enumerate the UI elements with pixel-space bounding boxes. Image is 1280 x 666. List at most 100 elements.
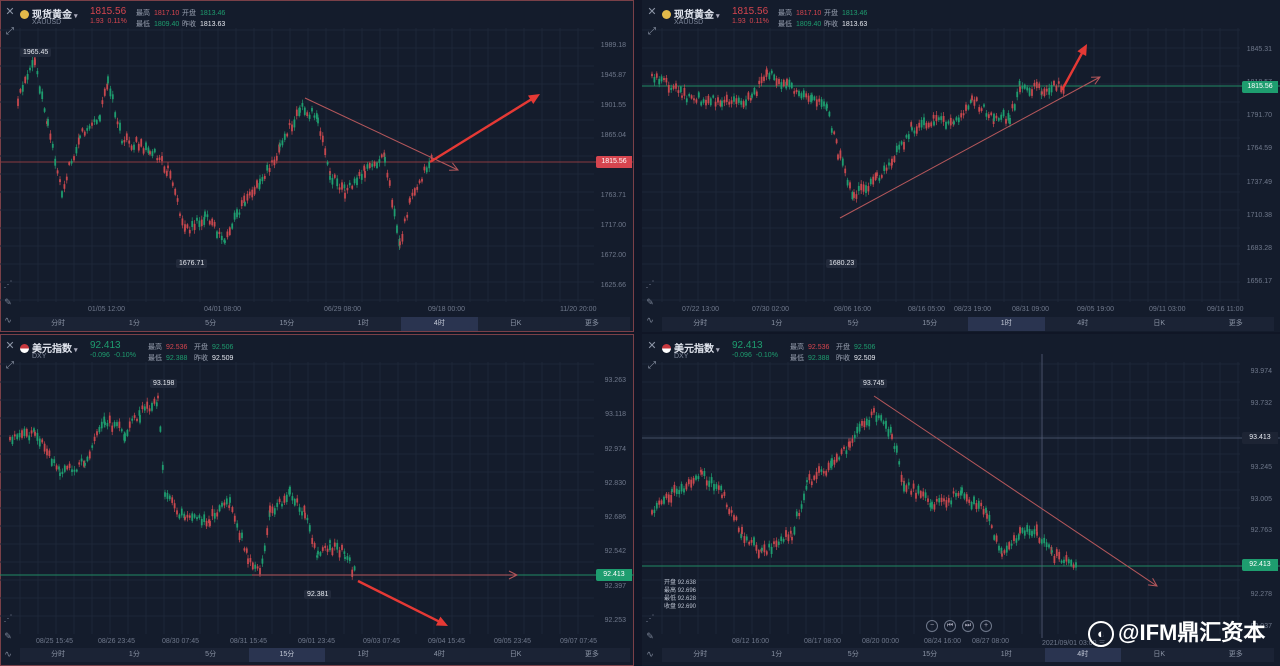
- indicator-icon[interactable]: ⋰: [645, 279, 655, 289]
- candle-body: [283, 495, 286, 503]
- candle-body: [742, 101, 745, 108]
- pencil-icon[interactable]: ✎: [4, 631, 12, 641]
- candlestick-chart[interactable]: [0, 334, 634, 666]
- timeframe-分时[interactable]: 分时: [693, 320, 708, 327]
- candle-body: [308, 525, 311, 532]
- candle-body: [924, 492, 927, 498]
- timeframe-1时[interactable]: 1时: [968, 317, 1045, 331]
- timeframe-更多[interactable]: 更多: [584, 651, 599, 658]
- timeframe-1时[interactable]: 1时: [357, 320, 369, 327]
- y-tick-label: 92.686: [604, 514, 626, 522]
- indicator-icon[interactable]: ⋰: [645, 613, 655, 623]
- high-label: 1965.45: [20, 48, 52, 57]
- pencil-icon[interactable]: ✎: [4, 297, 12, 307]
- timeframe-15分[interactable]: 15分: [922, 320, 938, 327]
- expand-icon[interactable]: ⤢: [648, 26, 656, 37]
- timeframe-更多[interactable]: 更多: [584, 320, 599, 327]
- trendline[interactable]: [304, 97, 459, 171]
- timeframe-1时[interactable]: 1时: [357, 651, 369, 658]
- trendline[interactable]: [839, 76, 1101, 219]
- candle-body: [671, 488, 673, 492]
- wave-icon[interactable]: ∿: [4, 649, 12, 659]
- expand-icon[interactable]: ⤢: [6, 360, 14, 371]
- pencil-icon[interactable]: ✎: [646, 631, 654, 641]
- candle-body: [733, 515, 735, 521]
- chart-panel-dxy-4h[interactable]: ✕ ⤢ 美元指数 ▾ DXY 92.413 -0.096 -0.10% 最高 92.…: [642, 334, 1280, 666]
- close-icon[interactable]: ✕: [5, 6, 15, 18]
- symbol-selector[interactable]: 美元指数 ▾: [662, 340, 720, 355]
- timeframe-日K[interactable]: 日K: [1153, 320, 1166, 327]
- timeframe-15分[interactable]: 15分: [922, 651, 938, 658]
- skip-forward-icon[interactable]: ⏭: [962, 620, 974, 632]
- close-icon[interactable]: ✕: [647, 6, 657, 18]
- timeframe-1分[interactable]: 1分: [771, 320, 783, 327]
- timeframe-4时[interactable]: 4时: [433, 651, 445, 658]
- candlestick-chart[interactable]: [642, 0, 1280, 332]
- candle-body: [931, 501, 933, 509]
- candle-body: [891, 434, 893, 439]
- open-value: 开盘 92.506: [836, 344, 876, 351]
- candle-body: [319, 131, 322, 136]
- chart-panel-gold-1h[interactable]: ✕ ⤢ 现货黄金 ▾ XAUUSD 1815.56 1.93 0.11% 最高 18…: [642, 0, 1280, 332]
- candle-body: [331, 548, 334, 556]
- expand-icon[interactable]: ⤢: [6, 26, 14, 37]
- candle-body: [93, 436, 96, 442]
- timeframe-1时[interactable]: 1时: [1000, 651, 1012, 658]
- candle-body: [862, 184, 865, 192]
- chart-panel-gold-4h[interactable]: ✕ ⤢ 现货黄金 ▾ XAUUSD 1815.56 1.93 0.11% 最高 18…: [0, 0, 634, 332]
- timeframe-1分[interactable]: 1分: [128, 320, 140, 327]
- timeframe-日K[interactable]: 日K: [1153, 651, 1166, 658]
- timeframe-更多[interactable]: 更多: [1228, 320, 1243, 327]
- timeframe-1分[interactable]: 1分: [128, 651, 140, 658]
- timeframe-15分[interactable]: 15分: [279, 320, 295, 327]
- timeframe-4时[interactable]: 4时: [401, 317, 478, 331]
- candle-body: [151, 151, 154, 157]
- timeframe-更多[interactable]: 更多: [1228, 651, 1243, 658]
- timeframe-分时[interactable]: 分时: [693, 651, 708, 658]
- timeframe-5分[interactable]: 5分: [847, 320, 859, 327]
- close-icon[interactable]: ✕: [5, 340, 15, 352]
- timeframe-分时[interactable]: 分时: [51, 320, 66, 327]
- candle-body: [1013, 104, 1016, 111]
- symbol-selector[interactable]: 美元指数 ▾: [20, 340, 78, 355]
- timeframe-分时[interactable]: 分时: [51, 651, 66, 658]
- timeframe-4时[interactable]: 4时: [1077, 320, 1089, 327]
- candle-body: [278, 144, 281, 153]
- zoom-out-icon[interactable]: −: [926, 620, 938, 632]
- indicator-icon[interactable]: ⋰: [3, 613, 13, 623]
- close-icon[interactable]: ✕: [647, 340, 657, 352]
- candle-body: [245, 548, 248, 553]
- timeframe-4时[interactable]: 4时: [1044, 648, 1121, 662]
- wave-icon[interactable]: ∿: [646, 649, 654, 659]
- candle-body: [903, 483, 905, 492]
- timeframe-5分[interactable]: 5分: [205, 651, 217, 658]
- candlestick-chart[interactable]: [0, 0, 634, 332]
- expand-icon[interactable]: ⤢: [648, 360, 656, 371]
- candle-body: [413, 188, 416, 196]
- wave-icon[interactable]: ∿: [646, 315, 654, 325]
- pencil-icon[interactable]: ✎: [646, 297, 654, 307]
- timeframe-15分[interactable]: 15分: [248, 648, 325, 662]
- zoom-in-icon[interactable]: +: [980, 620, 992, 632]
- trendline[interactable]: [873, 395, 1158, 587]
- indicator-icon[interactable]: ⋰: [3, 279, 13, 289]
- candle-body: [48, 450, 51, 457]
- chart-panel-dxy-15m[interactable]: ✕ ⤢ 美元指数 ▾ DXY 92.413 -0.096 -0.10% 最高 92.…: [0, 334, 634, 666]
- candle-body: [303, 107, 306, 115]
- wave-icon[interactable]: ∿: [4, 315, 12, 325]
- candle-body: [895, 445, 898, 453]
- timeframe-日K[interactable]: 日K: [509, 651, 522, 658]
- timeframe-日K[interactable]: 日K: [509, 320, 522, 327]
- symbol-selector[interactable]: 现货黄金 ▾: [662, 6, 720, 21]
- symbol-selector[interactable]: 现货黄金 ▾: [20, 6, 78, 21]
- timeframe-5分[interactable]: 5分: [205, 320, 217, 327]
- candle-body: [677, 90, 680, 93]
- y-tick-label: 1764.59: [1246, 145, 1272, 153]
- candle-body: [179, 213, 181, 216]
- skip-back-icon[interactable]: ⏮: [944, 620, 956, 632]
- timeframe-1分[interactable]: 1分: [771, 651, 783, 658]
- candle-body: [146, 401, 149, 409]
- candlestick-chart[interactable]: [642, 334, 1280, 666]
- x-tick-label: 08/20 00:00: [862, 638, 899, 645]
- timeframe-5分[interactable]: 5分: [847, 651, 859, 658]
